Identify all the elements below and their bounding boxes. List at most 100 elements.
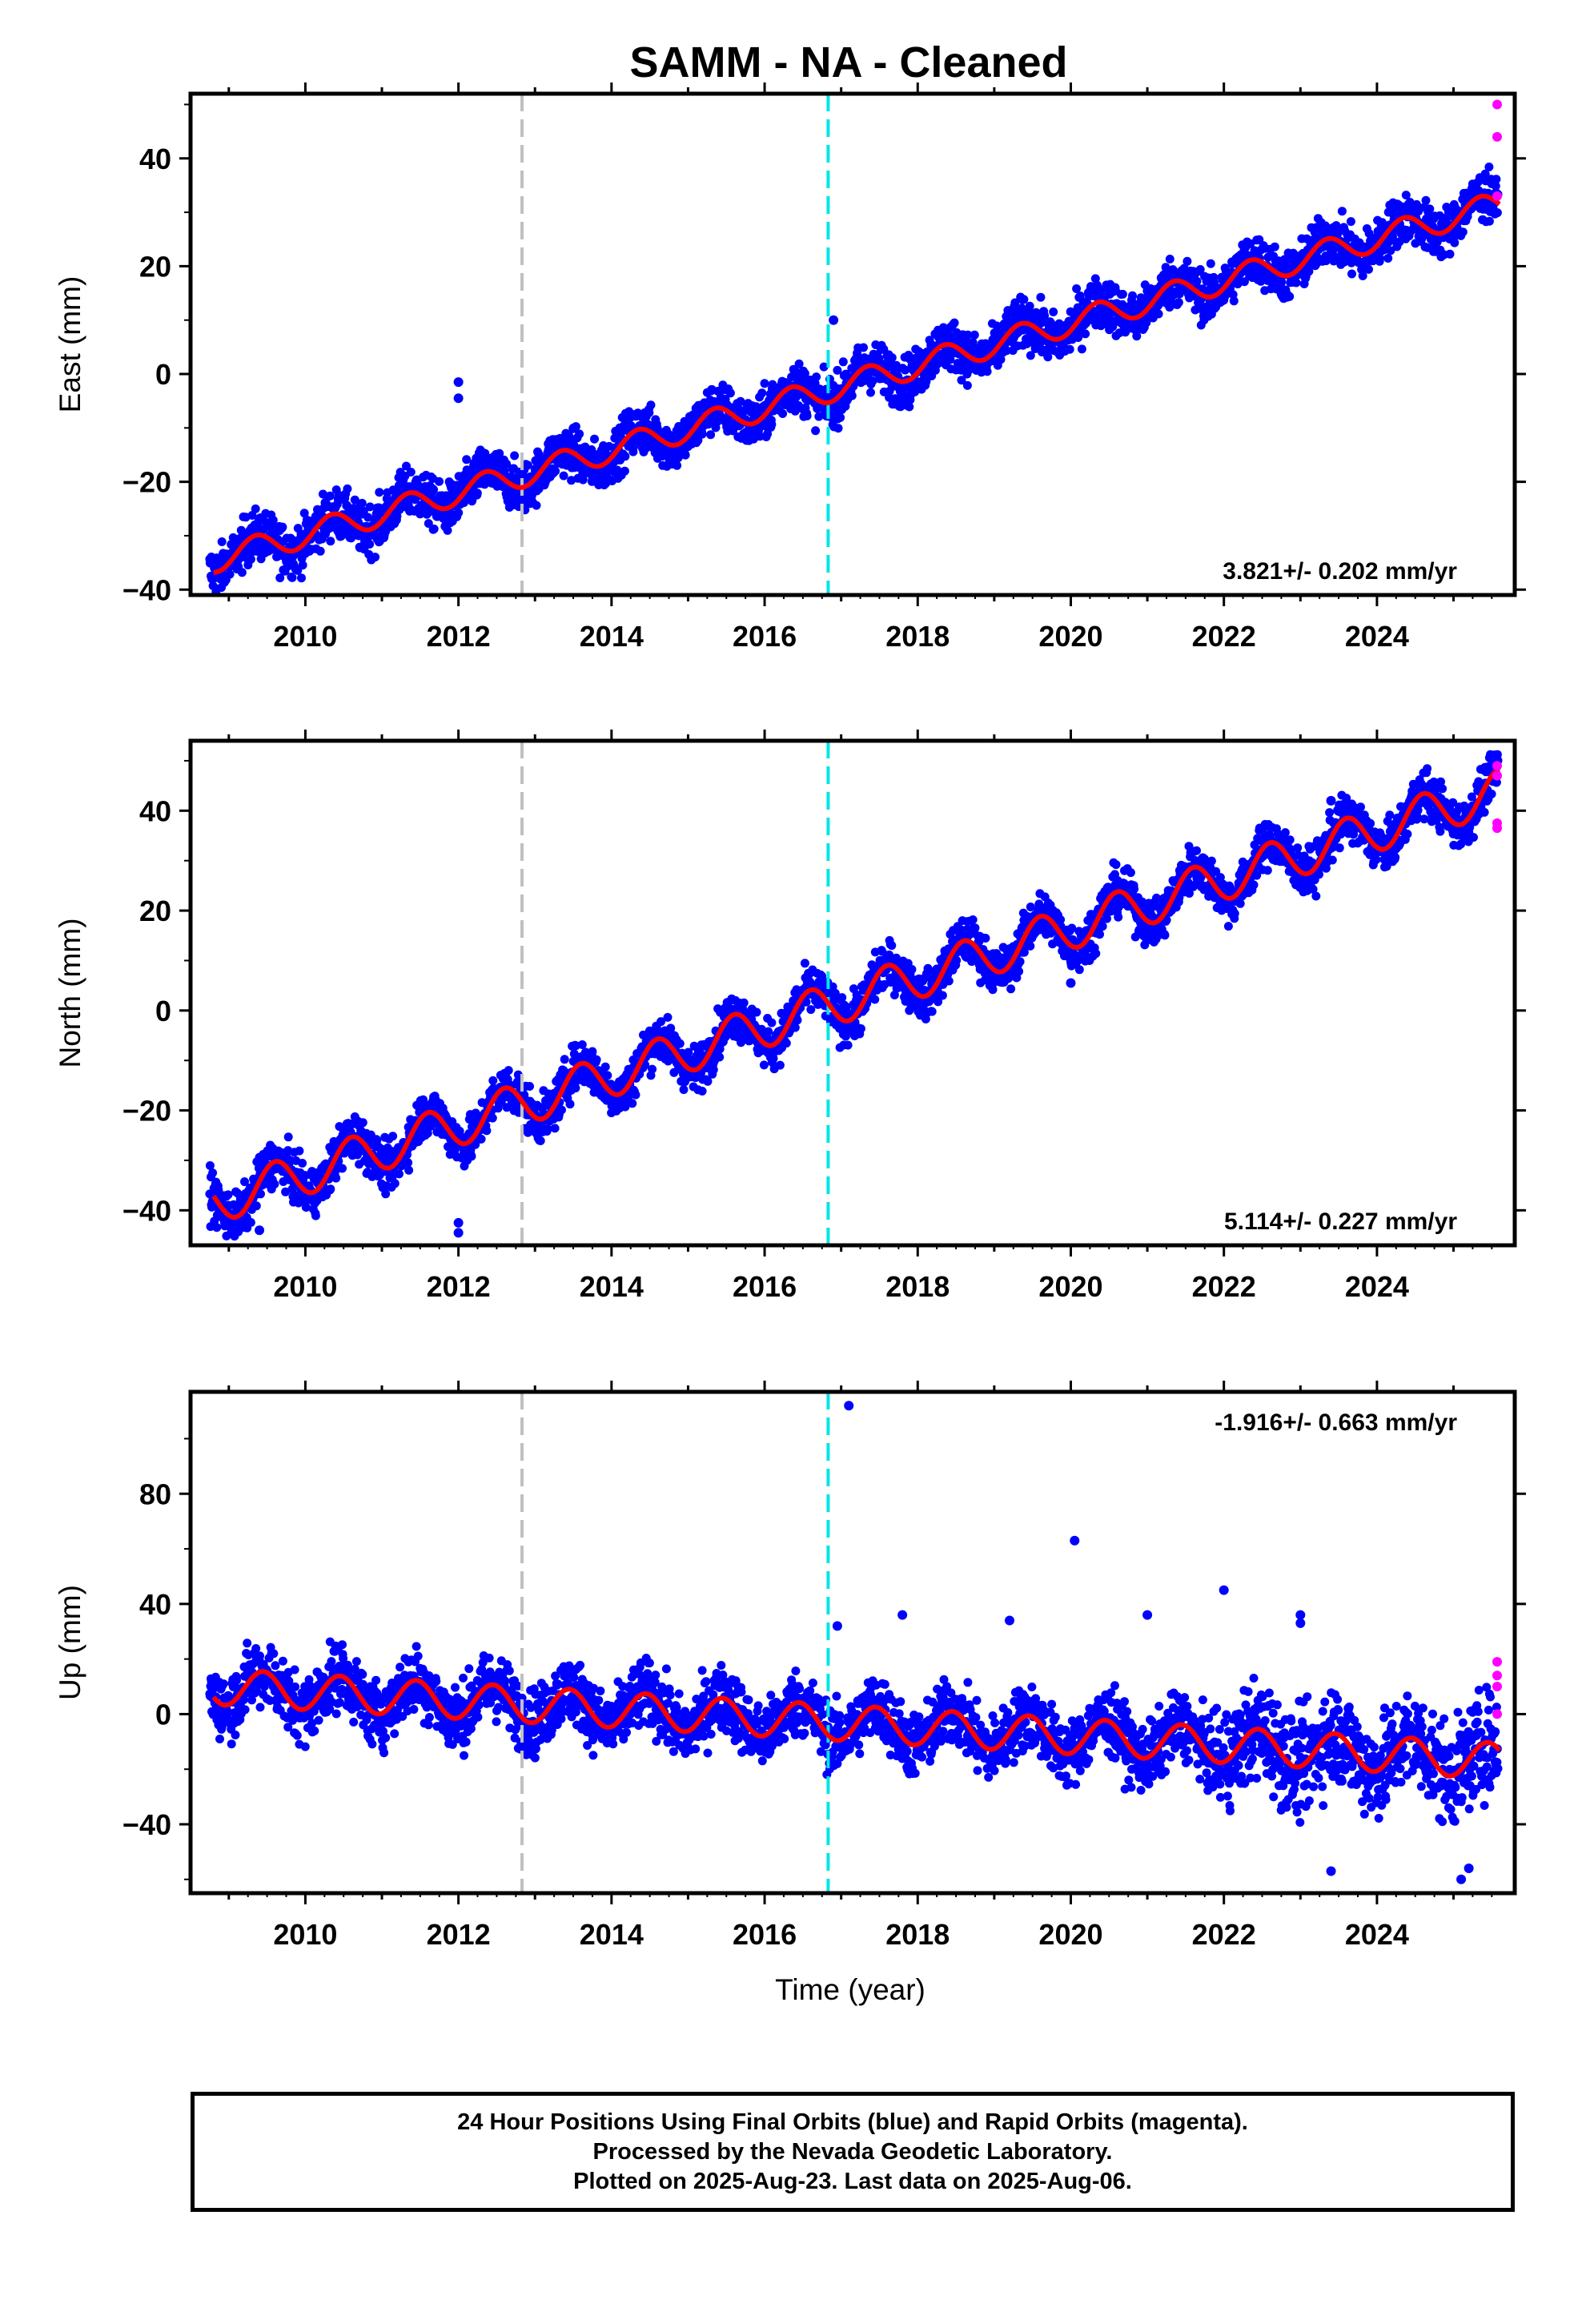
east-data-point	[1118, 289, 1127, 299]
east-data-point	[275, 573, 285, 583]
north-data-point	[709, 1065, 718, 1075]
east-rapid-orbit-point	[1492, 99, 1503, 110]
east-data-point	[812, 372, 821, 382]
east-data-point	[838, 357, 848, 367]
east-data-point	[571, 422, 580, 432]
north-final-orbit-points	[205, 750, 1503, 1241]
east-data-point	[1019, 295, 1029, 304]
north-data-point	[631, 1090, 640, 1100]
east-data-point	[429, 485, 439, 494]
east-data-point	[646, 400, 656, 410]
east-data-point	[1337, 207, 1347, 216]
north-data-point	[752, 1007, 761, 1017]
north-data-point	[571, 1084, 580, 1093]
east-data-point	[1040, 311, 1050, 320]
east-data-point	[996, 355, 1006, 364]
east-data-point	[620, 452, 630, 461]
east-data-point	[357, 498, 367, 508]
east-data-point	[968, 338, 978, 348]
east-data-point	[1065, 344, 1074, 354]
east-data-point	[510, 451, 520, 460]
east-data-point	[859, 343, 868, 352]
north-data-point	[331, 1173, 341, 1183]
north-panel: 2010 2012 2014 2016 2018 2020 2022 2024−40−2002…	[54, 730, 1526, 1303]
east-data-point	[885, 386, 894, 396]
north-data-point	[887, 941, 897, 951]
east-data-point	[1074, 333, 1083, 342]
east-data-point	[1347, 269, 1356, 279]
north-data-point	[381, 1189, 391, 1199]
east-data-point	[363, 513, 373, 522]
north-data-point	[550, 1124, 560, 1133]
east-outlier-point	[829, 315, 839, 325]
east-data-point	[495, 448, 504, 458]
east-data-point	[1229, 296, 1239, 306]
east-data-point	[1484, 216, 1494, 226]
east-y-tick-label: 0	[155, 358, 171, 391]
north-data-point	[800, 959, 809, 968]
north-data-point	[944, 976, 954, 986]
east-data-point	[866, 388, 875, 397]
east-data-point	[706, 430, 716, 440]
north-data-point	[628, 1099, 637, 1108]
north-data-point	[764, 1027, 773, 1036]
east-y-tick-label: −20	[122, 466, 171, 499]
east-data-point	[225, 569, 235, 579]
east-data-point	[246, 554, 255, 564]
north-data-point	[467, 1152, 476, 1161]
east-data-point	[325, 491, 335, 501]
east-data-point	[963, 330, 973, 340]
east-data-point	[1182, 256, 1192, 266]
north-data-point	[697, 1087, 707, 1096]
north-data-point	[565, 1100, 575, 1109]
north-data-point	[592, 1055, 601, 1064]
east-data-point	[237, 568, 247, 577]
north-data-point	[488, 1076, 498, 1085]
east-data-point	[992, 321, 1002, 331]
north-data-point	[270, 1180, 279, 1189]
east-final-orbit-points	[205, 163, 1503, 595]
north-data-point	[504, 1066, 513, 1076]
east-y-tick-label: 20	[139, 250, 171, 283]
east-data-point	[365, 502, 375, 512]
figure-title: SAMM - NA - Cleaned	[629, 38, 1067, 86]
east-data-point	[523, 460, 532, 470]
north-data-point	[295, 1146, 304, 1156]
east-rapid-orbit-point	[1492, 131, 1503, 142]
east-data-point	[1492, 175, 1501, 184]
north-data-point	[404, 1165, 414, 1175]
east-data-point	[1025, 301, 1034, 311]
east-data-point	[590, 434, 599, 444]
east-y-tick-label: 40	[139, 143, 171, 175]
north-data-point	[739, 998, 749, 1007]
east-data-point	[1191, 305, 1200, 315]
north-data-point	[775, 1060, 785, 1070]
east-data-point	[1450, 238, 1460, 247]
east-data-point	[847, 391, 857, 400]
east-x-tick-label: 2020	[1038, 620, 1102, 653]
east-data-point	[298, 561, 307, 570]
east-data-point	[315, 546, 325, 556]
north-data-point	[952, 955, 962, 965]
east-x-tick-label: 2018	[885, 620, 950, 653]
east-data-point	[868, 376, 877, 386]
north-data-point	[648, 1064, 657, 1074]
east-data-point	[901, 365, 910, 375]
east-data-point	[375, 488, 384, 497]
east-data-point	[1195, 265, 1205, 274]
east-data-point	[1192, 276, 1202, 286]
east-data-point	[836, 412, 845, 422]
east-data-point	[767, 420, 777, 429]
east-data-point	[454, 508, 464, 517]
north-data-point	[208, 1168, 218, 1178]
east-data-point	[794, 359, 804, 368]
east-data-point	[778, 409, 788, 418]
north-data-point	[338, 1164, 347, 1173]
east-data-point	[802, 411, 812, 420]
east-data-point	[287, 573, 297, 582]
east-data-point	[1128, 291, 1137, 300]
north-data-point	[560, 1055, 569, 1064]
east-data-point	[1165, 255, 1174, 263]
north-data-point	[283, 1132, 293, 1142]
north-data-point	[482, 1126, 492, 1136]
